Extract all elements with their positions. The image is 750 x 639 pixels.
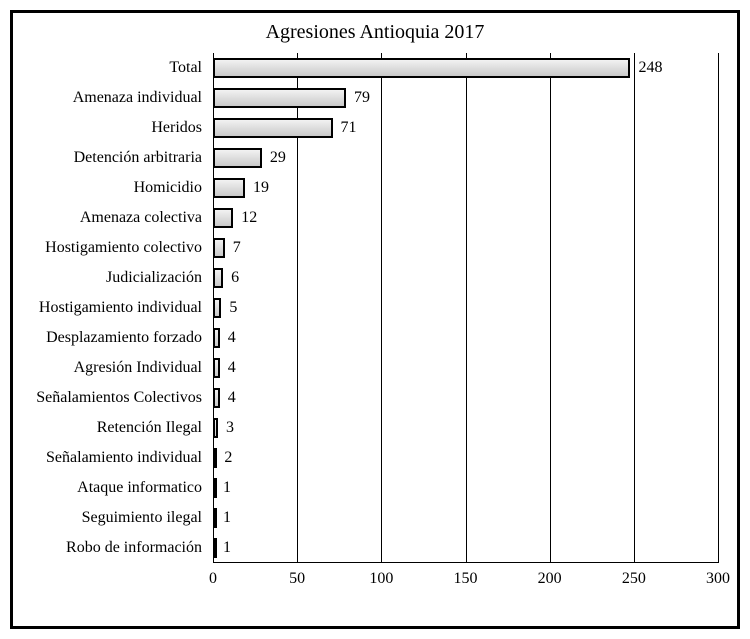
bar-value-label: 1 bbox=[217, 478, 231, 498]
y-category-label: Heridos bbox=[12, 113, 202, 143]
bar-row: 29 bbox=[213, 143, 718, 173]
bar-row: 4 bbox=[213, 353, 718, 383]
bar-value-label: 7 bbox=[227, 238, 241, 258]
bar bbox=[213, 328, 220, 348]
bar-row: 1 bbox=[213, 503, 718, 533]
bar bbox=[213, 148, 262, 168]
bar-row: 1 bbox=[213, 473, 718, 503]
x-tick-label: 200 bbox=[538, 570, 562, 588]
bar-value-label: 5 bbox=[223, 298, 237, 318]
bar-row: 4 bbox=[213, 323, 718, 353]
bar bbox=[213, 178, 245, 198]
bar-value-label: 4 bbox=[222, 358, 236, 378]
bar-value-label: 29 bbox=[264, 148, 286, 168]
bar-row: 79 bbox=[213, 83, 718, 113]
chart-title: Agresiones Antioquia 2017 bbox=[13, 21, 737, 44]
bar-row: 1 bbox=[213, 533, 718, 563]
bar-value-label: 19 bbox=[247, 178, 269, 198]
bar bbox=[213, 418, 218, 438]
bar-value-label: 4 bbox=[222, 388, 236, 408]
bar bbox=[213, 208, 233, 228]
x-tick-label: 250 bbox=[622, 570, 646, 588]
plot-area: 0501001502002503002487971291912765444321… bbox=[213, 53, 718, 593]
grid-line bbox=[718, 53, 719, 563]
bar-row: 71 bbox=[213, 113, 718, 143]
y-category-label: Robo de información bbox=[12, 533, 202, 563]
bar-row: 19 bbox=[213, 173, 718, 203]
y-category-label: Desplazamiento forzado bbox=[12, 323, 202, 353]
bar-value-label: 3 bbox=[220, 418, 234, 438]
y-category-label: Ataque informatico bbox=[12, 473, 202, 503]
bar bbox=[213, 388, 220, 408]
y-category-label: Retención Ilegal bbox=[12, 413, 202, 443]
y-category-label: Seguimiento ilegal bbox=[12, 503, 202, 533]
bar-row: 3 bbox=[213, 413, 718, 443]
bar bbox=[213, 268, 223, 288]
bar-value-label: 6 bbox=[225, 268, 239, 288]
bar-value-label: 2 bbox=[218, 448, 232, 468]
y-category-label: Detención arbitraria bbox=[12, 143, 202, 173]
bar-row: 248 bbox=[213, 53, 718, 83]
y-category-label: Amenaza individual bbox=[12, 83, 202, 113]
bar bbox=[213, 298, 221, 318]
y-category-label: Señalamientos Colectivos bbox=[12, 383, 202, 413]
bar-value-label: 71 bbox=[335, 118, 357, 138]
y-category-label: Judicialización bbox=[12, 263, 202, 293]
y-category-label: Hostigamiento colectivo bbox=[12, 233, 202, 263]
x-tick-label: 50 bbox=[289, 570, 305, 588]
y-category-label: Señalamiento individual bbox=[12, 443, 202, 473]
bar bbox=[213, 58, 630, 78]
bar-value-label: 1 bbox=[217, 538, 231, 558]
bar-row: 7 bbox=[213, 233, 718, 263]
y-category-label: Hostigamiento individual bbox=[12, 293, 202, 323]
bar bbox=[213, 118, 333, 138]
y-category-label: Homicidio bbox=[12, 173, 202, 203]
x-tick-label: 100 bbox=[369, 570, 393, 588]
x-tick-label: 0 bbox=[209, 570, 217, 588]
bar bbox=[213, 358, 220, 378]
bar-value-label: 79 bbox=[348, 88, 370, 108]
bar bbox=[213, 238, 225, 258]
bar-row: 12 bbox=[213, 203, 718, 233]
bar-row: 4 bbox=[213, 383, 718, 413]
bar-row: 5 bbox=[213, 293, 718, 323]
y-category-label: Amenaza colectiva bbox=[12, 203, 202, 233]
x-tick-label: 150 bbox=[454, 570, 478, 588]
bar-row: 2 bbox=[213, 443, 718, 473]
bar-value-label: 248 bbox=[632, 58, 662, 78]
bar-value-label: 1 bbox=[217, 508, 231, 528]
y-category-label: Total bbox=[12, 53, 202, 83]
bar-value-label: 12 bbox=[235, 208, 257, 228]
x-tick-label: 300 bbox=[706, 570, 730, 588]
chart-frame: Agresiones Antioquia 2017 05010015020025… bbox=[10, 10, 740, 629]
bar bbox=[213, 448, 217, 468]
y-category-label: Agresión Individual bbox=[12, 353, 202, 383]
bar-row: 6 bbox=[213, 263, 718, 293]
bar bbox=[213, 88, 346, 108]
bar-value-label: 4 bbox=[222, 328, 236, 348]
